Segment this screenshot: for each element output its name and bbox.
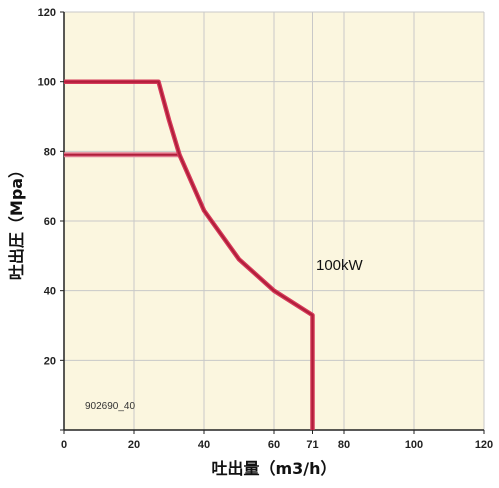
y-tick-label: 40 — [44, 286, 56, 298]
y-axis-title: 吐出圧（Mpa） — [7, 162, 26, 280]
figure-id-note: 902690_40 — [85, 401, 135, 412]
x-tick-label: 20 — [128, 439, 140, 451]
x-tick-label: 40 — [198, 439, 210, 451]
x-axis-title: 吐出量（m3/h） — [211, 459, 336, 478]
annotations: 100kW 902690_40 — [85, 257, 364, 412]
y-tick-label: 100 — [38, 77, 56, 89]
x-tick-label: 71 — [306, 439, 318, 451]
power-annotation: 100kW — [316, 257, 364, 274]
x-tick-label: 0 — [61, 439, 67, 451]
y-tick-label: 120 — [38, 7, 56, 19]
y-tick-label: 60 — [44, 216, 56, 228]
x-tick-label: 60 — [268, 439, 280, 451]
series-line-100kw — [64, 80, 314, 430]
x-tick-label: 120 — [475, 439, 493, 451]
y-tick-label: 80 — [44, 146, 56, 158]
y-tick-label: 20 — [44, 355, 56, 367]
series-group — [64, 79, 315, 430]
x-tick-label: 80 — [338, 439, 350, 451]
x-tick-label: 100 — [405, 439, 423, 451]
tick-labels: 0 20 40 60 71 80 100 120 20 40 60 80 100 120 — [38, 7, 494, 451]
